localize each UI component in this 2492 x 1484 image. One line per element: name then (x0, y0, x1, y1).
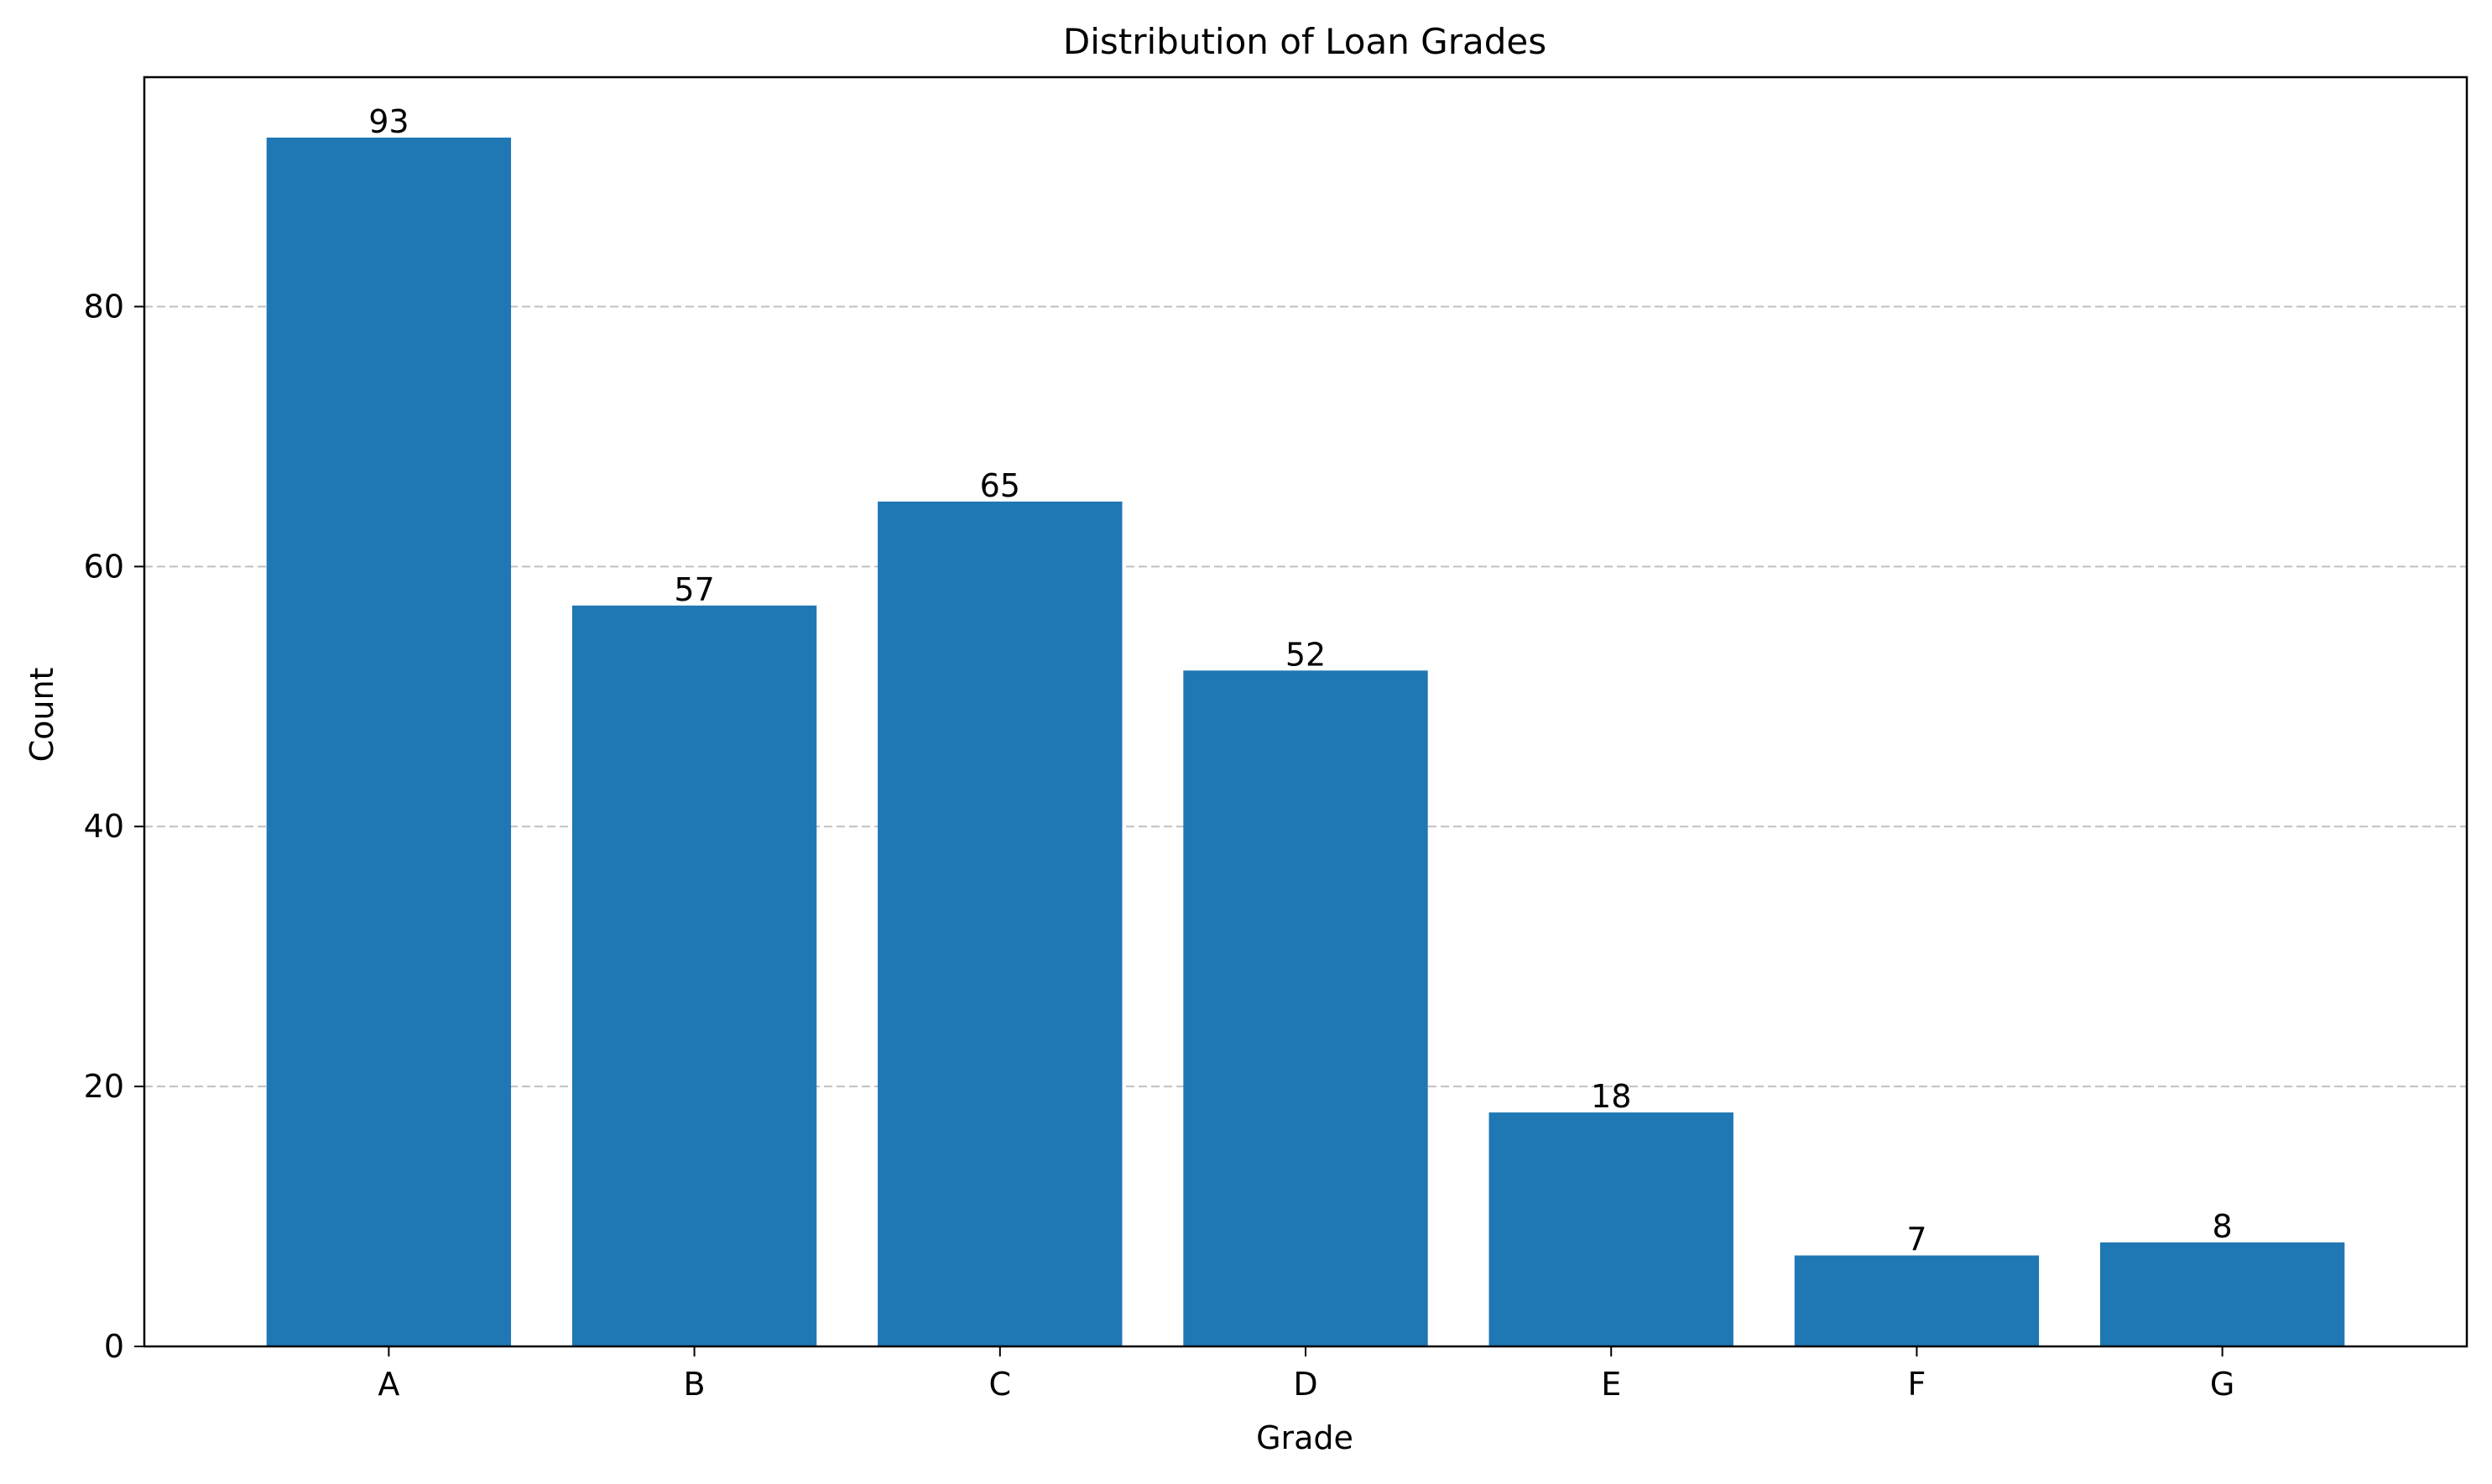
plot-frame (143, 76, 2469, 1348)
x-tick-label: E (1601, 1366, 1621, 1403)
x-axis-ticks: A B C D E F G (378, 1346, 2234, 1403)
x-tick-label: G (2210, 1366, 2234, 1403)
chart-title: Distribution of Loan Grades (1063, 21, 1546, 62)
bar-b (571, 605, 817, 1346)
bar-value-label: 18 (1591, 1078, 1631, 1115)
y-tick-label: 40 (84, 808, 124, 845)
x-axis-label: Grade (1256, 1419, 1353, 1456)
bar-value-label: 7 (1906, 1221, 1926, 1258)
x-tick-label: C (989, 1366, 1012, 1403)
x-tick-label: D (1293, 1366, 1317, 1403)
y-tick-label: 20 (84, 1068, 124, 1105)
bar-value-label: 65 (980, 467, 1020, 504)
y-tick-label: 0 (104, 1328, 124, 1365)
x-tick-label: F (1907, 1366, 1926, 1403)
bar-d (1183, 670, 1428, 1346)
bar-value-label: 57 (674, 571, 714, 608)
bar-value-label: 93 (368, 103, 409, 140)
bar-value-label: 8 (2213, 1208, 2233, 1245)
y-tick-label: 80 (84, 288, 124, 325)
bar-g (2099, 1242, 2345, 1346)
bar-e (1488, 1112, 1733, 1346)
y-tick-label: 60 (84, 548, 124, 585)
bar-f (1794, 1255, 2040, 1346)
bar-value-label: 52 (1285, 636, 1326, 673)
x-tick-label: B (684, 1366, 706, 1403)
y-axis-label: Count (23, 668, 60, 763)
bar-value-labels: 93 57 65 52 18 7 8 (368, 103, 2233, 1257)
bars (266, 138, 2345, 1347)
x-tick-label: A (378, 1366, 399, 1403)
bar-c (878, 501, 1123, 1346)
bar-a (266, 138, 512, 1347)
y-axis-ticks: 0 20 40 60 80 (84, 288, 144, 1365)
